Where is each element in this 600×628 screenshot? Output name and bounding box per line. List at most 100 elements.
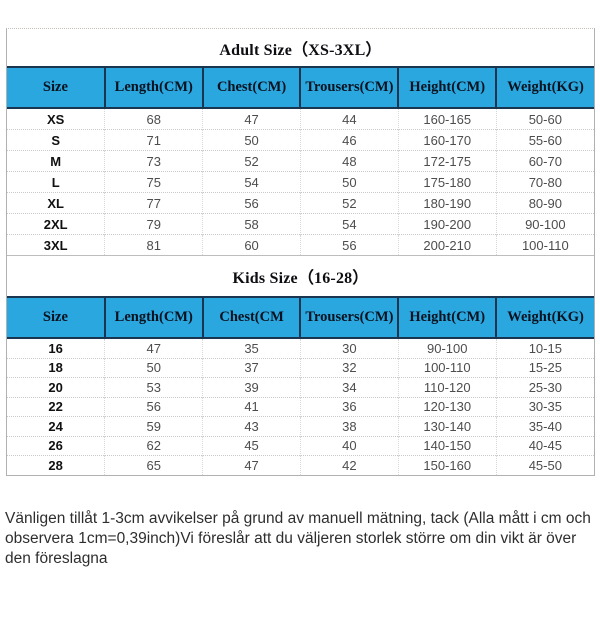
table-row: L 75 54 50 175-180 70-80 xyxy=(7,171,594,193)
value-cell: 59 xyxy=(104,416,203,436)
column-header: Size xyxy=(7,66,105,109)
table-row: 28 65 47 42 150-160 45-50 xyxy=(7,455,594,475)
value-cell: 48 xyxy=(299,150,399,172)
column-header: Height(CM) xyxy=(397,66,497,109)
value-cell: 120-130 xyxy=(397,396,497,417)
value-cell: 37 xyxy=(202,357,301,378)
value-cell: 36 xyxy=(299,396,399,417)
value-cell: 110-120 xyxy=(397,377,497,397)
value-cell: 58 xyxy=(202,213,301,235)
size-cell: 16 xyxy=(48,340,63,356)
value-cell: 35-40 xyxy=(495,416,594,436)
value-cell: 80-90 xyxy=(495,192,594,214)
value-cell: 175-180 xyxy=(397,171,497,193)
value-cell: 73 xyxy=(104,150,203,172)
value-cell: 180-190 xyxy=(397,192,497,214)
column-header: Height(CM) xyxy=(397,296,497,339)
value-cell: 32 xyxy=(299,357,399,378)
size-cell: 28 xyxy=(7,455,105,475)
table-row: 20 53 39 34 110-120 25-30 xyxy=(7,377,594,397)
value-cell: 160-165 xyxy=(397,108,497,130)
value-cell: 71 xyxy=(104,129,203,151)
column-header: Trousers(CM) xyxy=(299,66,399,109)
table-row: 16 47 35 30 90-100 10-15 xyxy=(7,338,594,358)
value-cell: 56 xyxy=(202,192,301,214)
measurement-disclaimer: Vänligen tillåt 1-3cm avvikelser på grun… xyxy=(5,509,591,567)
kids-size-table: Size Length(CM) Chest(CM Trousers(CM) Height… xyxy=(7,296,594,475)
column-header: Length(CM) xyxy=(103,66,203,109)
size-cell: L xyxy=(7,171,105,193)
value-cell: 160-170 xyxy=(397,129,497,151)
kids-size-title: Kids Size（16-28） xyxy=(7,255,594,296)
size-cell: 26 xyxy=(7,435,105,456)
value-cell: 39 xyxy=(202,377,301,397)
value-cell: 190-200 xyxy=(397,213,497,235)
value-cell: 53 xyxy=(104,377,203,397)
value-cell: 56 xyxy=(104,396,203,417)
value-cell: 50 xyxy=(299,171,399,193)
value-cell: 65 xyxy=(104,455,203,475)
table-row: 18 50 37 32 100-110 15-25 xyxy=(7,357,594,378)
table-row: 26 62 45 40 140-150 40-45 xyxy=(7,435,594,456)
value-cell: 54 xyxy=(202,171,301,193)
value-cell: 60 xyxy=(202,234,301,255)
value-cell: 10-15 xyxy=(495,338,594,358)
value-cell: 47 xyxy=(104,338,203,358)
value-cell: 50 xyxy=(104,357,203,378)
value-cell: 42 xyxy=(299,455,399,475)
value-cell: 100-110 xyxy=(495,234,594,255)
value-cell: 46 xyxy=(299,129,399,151)
value-cell: 30-35 xyxy=(495,396,594,417)
value-cell: 62 xyxy=(104,435,203,456)
value-cell: 172-175 xyxy=(397,150,497,172)
value-cell: 41 xyxy=(202,396,301,417)
column-header: Weight(KG) xyxy=(495,296,594,339)
value-cell: 47 xyxy=(202,108,301,130)
value-cell: 140-150 xyxy=(397,435,497,456)
table-row: 3XL 81 60 56 200-210 100-110 xyxy=(7,234,594,255)
adult-header-row: Size Length(CM) Chest(CM) Trousers(CM) Heigh… xyxy=(7,66,594,109)
value-cell: 150-160 xyxy=(397,455,497,475)
value-cell: 34 xyxy=(299,377,399,397)
table-row: M 73 52 48 172-175 60-70 xyxy=(7,150,594,172)
table-row: 22 56 41 36 120-130 30-35 xyxy=(7,396,594,417)
value-cell: 15-25 xyxy=(495,357,594,378)
size-cell: S xyxy=(7,129,105,151)
value-cell: 50-60 xyxy=(495,108,594,130)
column-header: Size xyxy=(7,296,105,339)
value-cell: 30 xyxy=(299,338,399,358)
size-cell: 22 xyxy=(7,396,105,417)
size-cell: 3XL xyxy=(7,234,105,255)
column-header: Chest(CM xyxy=(201,296,301,339)
table-row: XL 77 56 52 180-190 80-90 xyxy=(7,192,594,214)
size-chart: Adult Size（XS-3XL） Size Length(CM) Chest(C… xyxy=(6,28,595,476)
value-cell: 56 xyxy=(299,234,399,255)
value-cell: 43 xyxy=(202,416,301,436)
table-row: S 71 50 46 160-170 55-60 xyxy=(7,129,594,151)
value-cell: 79 xyxy=(104,213,203,235)
value-cell: 68 xyxy=(104,108,203,130)
size-cell: XS xyxy=(46,111,65,127)
size-cell: M xyxy=(7,150,105,172)
value-cell: 81 xyxy=(104,234,203,255)
value-cell: 52 xyxy=(299,192,399,214)
column-header: Weight(KG) xyxy=(495,66,594,109)
value-cell: 70-80 xyxy=(495,171,594,193)
table-row: XS 68 47 44 160-165 50-60 xyxy=(7,108,594,130)
value-cell: 100-110 xyxy=(397,357,497,378)
size-cell: 18 xyxy=(7,357,105,378)
adult-size-title: Adult Size（XS-3XL） xyxy=(219,41,382,59)
adult-table-body: XS 68 47 44 160-165 50-60 S 71 50 46 160-170 55-60 M… xyxy=(7,108,594,255)
value-cell: 40 xyxy=(299,435,399,456)
value-cell: 40-45 xyxy=(495,435,594,456)
kids-table-body: 16 47 35 30 90-100 10-15 18 50 37 32 100-110 15-25 2… xyxy=(7,338,594,475)
value-cell: 90-100 xyxy=(495,213,594,235)
size-cell: 20 xyxy=(7,377,105,397)
column-header: Chest(CM) xyxy=(201,66,301,109)
value-cell: 200-210 xyxy=(397,234,497,255)
value-cell: 44 xyxy=(299,108,399,130)
adult-size-table: Size Length(CM) Chest(CM) Trousers(CM) Heigh… xyxy=(7,66,594,255)
value-cell: 130-140 xyxy=(397,416,497,436)
value-cell: 52 xyxy=(202,150,301,172)
value-cell: 47 xyxy=(202,455,301,475)
